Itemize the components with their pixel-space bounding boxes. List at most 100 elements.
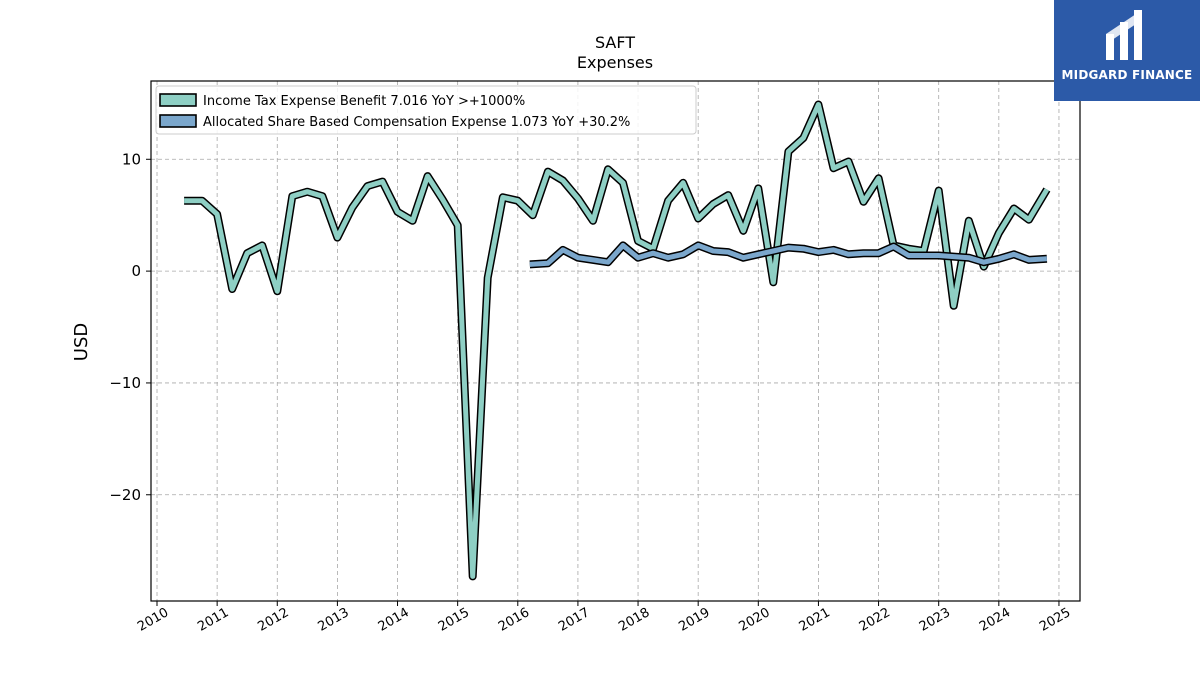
series-lines [184, 100, 1051, 581]
data-point-income-tax [397, 211, 398, 212]
data-point-share-based-comp [818, 252, 819, 253]
data-point-income-tax [217, 214, 218, 215]
data-point-income-tax [713, 203, 714, 204]
plot-area-frame [150, 80, 1081, 602]
data-point-income-tax [758, 188, 759, 189]
data-point-share-based-comp [998, 258, 999, 259]
series-line-income-tax [184, 102, 1050, 579]
y-tick-label: −20 [109, 486, 141, 504]
data-point-income-tax [262, 245, 263, 246]
x-tick-label: 2013 [316, 605, 352, 635]
data-point-income-tax [848, 161, 849, 162]
data-point-income-tax [683, 182, 684, 183]
brand-logo: MIDGARD FINANCE [1054, 0, 1200, 101]
brand-name: MIDGARD FINANCE [1061, 68, 1193, 82]
data-point-income-tax [668, 200, 669, 201]
data-point-income-tax [622, 182, 623, 183]
x-tick-label: 2021 [797, 605, 833, 635]
data-point-income-tax [818, 104, 819, 105]
data-point-share-based-comp [668, 257, 669, 258]
data-point-share-based-comp [1028, 259, 1029, 260]
data-point-income-tax [592, 220, 593, 221]
data-point-income-tax [457, 225, 458, 226]
data-point-share-based-comp [728, 252, 729, 253]
data-point-income-tax [788, 151, 789, 152]
legend-label-share-based-comp: Allocated Share Based Compensation Expen… [203, 115, 630, 130]
data-point-income-tax [517, 200, 518, 201]
data-point-income-tax [833, 168, 834, 169]
data-point-share-based-comp [607, 262, 608, 263]
x-tick-label: 2020 [736, 605, 772, 635]
legend-label-income-tax: Income Tax Expense Benefit 7.016 YoY >+1… [203, 94, 525, 109]
data-point-share-based-comp [878, 253, 879, 254]
data-point-income-tax [968, 220, 969, 221]
data-point-income-tax [292, 196, 293, 197]
data-point-share-based-comp [653, 253, 654, 254]
x-tick-label: 2014 [376, 605, 412, 635]
data-point-income-tax [878, 178, 879, 179]
x-axis-ticks: 2010 2011 2012 2013 2014 2015 2016 2017 2018 2019… [135, 601, 1073, 635]
data-point-share-based-comp [938, 255, 939, 256]
data-point-share-based-comp [968, 257, 969, 258]
data-point-income-tax [184, 200, 185, 201]
data-point-income-tax [577, 198, 578, 199]
x-tick-label: 2024 [977, 605, 1013, 635]
data-point-income-tax [607, 169, 608, 170]
y-tick-label: −10 [109, 374, 141, 392]
data-point-income-tax [998, 233, 999, 234]
data-point-income-tax [908, 248, 909, 249]
data-point-share-based-comp [803, 248, 804, 249]
y-tick-label: 0 [131, 262, 141, 280]
data-point-income-tax [382, 181, 383, 182]
x-tick-label: 2017 [556, 605, 592, 635]
data-point-income-tax [547, 171, 548, 172]
data-point-share-based-comp [758, 254, 759, 255]
x-tick-label: 2019 [676, 605, 712, 635]
data-point-share-based-comp [863, 253, 864, 254]
legend-box [155, 85, 697, 135]
data-point-share-based-comp [622, 245, 623, 246]
legend-swatch-income-tax [159, 93, 197, 107]
y-axis-label: USD [71, 323, 92, 361]
data-point-income-tax [307, 191, 308, 192]
data-point-share-based-comp [743, 257, 744, 258]
data-point-income-tax [743, 230, 744, 231]
x-tick-label: 2012 [255, 605, 291, 635]
data-point-share-based-comp [713, 250, 714, 251]
data-point-income-tax [532, 215, 533, 216]
data-point-share-based-comp [1013, 254, 1014, 255]
x-tick-label: 2011 [195, 605, 231, 635]
data-point-share-based-comp [953, 256, 954, 257]
chart-subtitle: Expenses [577, 53, 653, 72]
data-point-income-tax [863, 201, 864, 202]
data-point-share-based-comp [698, 245, 699, 246]
x-tick-label: 2023 [917, 605, 953, 635]
data-point-income-tax [352, 207, 353, 208]
x-tick-label: 2022 [857, 605, 893, 635]
data-point-income-tax [1028, 219, 1029, 220]
data-point-income-tax [637, 240, 638, 241]
data-point-income-tax [412, 220, 413, 221]
data-point-income-tax [1046, 189, 1047, 190]
data-point-share-based-comp [983, 262, 984, 263]
data-point-share-based-comp [592, 259, 593, 260]
series-line-share-based-comp [529, 242, 1048, 267]
data-point-share-based-comp [562, 249, 563, 250]
data-point-share-based-comp [577, 257, 578, 258]
data-point-income-tax [232, 288, 233, 289]
grid [151, 81, 1080, 601]
data-point-share-based-comp [1046, 258, 1047, 259]
data-point-share-based-comp [547, 263, 548, 264]
data-point-income-tax [728, 195, 729, 196]
data-point-income-tax [337, 237, 338, 238]
data-point-share-based-comp [923, 255, 924, 256]
data-point-income-tax [247, 253, 248, 254]
y-axis-ticks: 10 0 −10 −20 [109, 150, 151, 504]
data-point-income-tax [277, 291, 278, 292]
data-point-share-based-comp [833, 249, 834, 250]
data-point-income-tax [773, 282, 774, 283]
data-point-income-tax [367, 186, 368, 187]
data-point-income-tax [502, 197, 503, 198]
legend: Income Tax Expense Benefit 7.016 YoY >+1… [155, 85, 697, 135]
data-point-share-based-comp [893, 246, 894, 247]
